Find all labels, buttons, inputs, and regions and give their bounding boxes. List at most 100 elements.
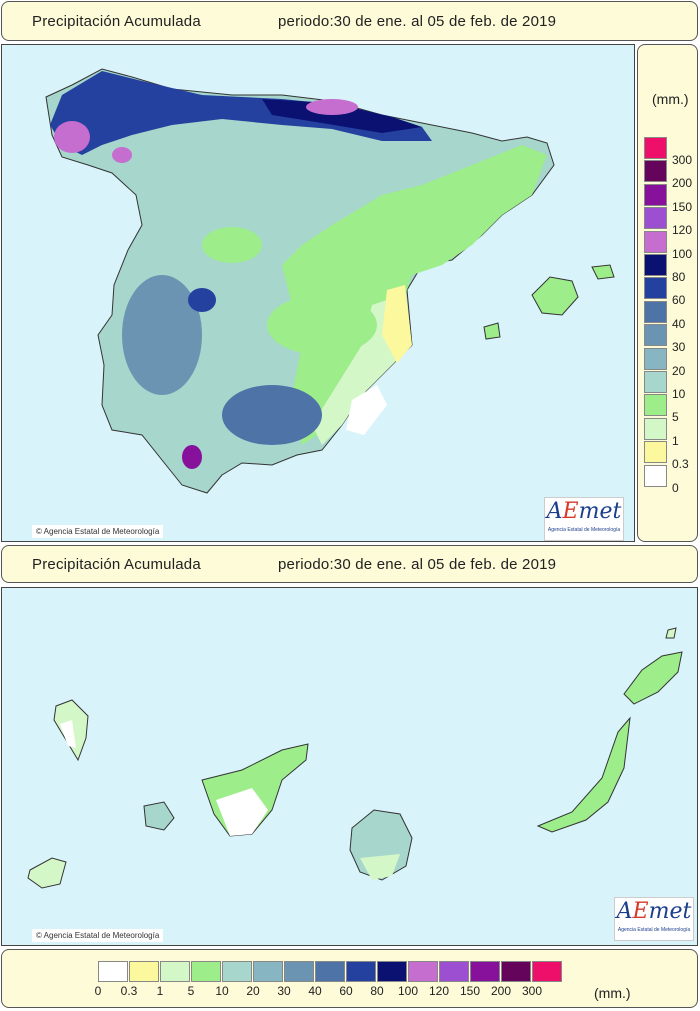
side-legend-swatch: [644, 394, 667, 417]
top-map-credit: © Agencia Estatal de Meteorología: [32, 525, 164, 538]
peninsula-map: © Agencia Estatal de Meteorología AEmet …: [1, 44, 635, 542]
bottom-legend-swatch: [284, 961, 314, 982]
side-legend-swatch: [644, 347, 667, 370]
south-max: [182, 445, 202, 469]
bottom-legend-label: 30: [277, 984, 291, 998]
north-heavy-band: [50, 71, 432, 155]
bottom-legend-swatch: [315, 961, 345, 982]
bottom-legend-swatch: [377, 961, 407, 982]
side-legend-label: 80: [672, 270, 686, 284]
side-legend-label: 30: [672, 340, 686, 355]
bottom-legend-swatch: [439, 961, 469, 982]
bottom-legend-swatch: [470, 961, 500, 982]
galicia-max-2: [112, 147, 132, 163]
top-map-period: periodo:30 de ene. al 05 de feb. de 2019: [278, 12, 557, 30]
fuerteventura: [536, 716, 631, 833]
side-legend-label: 100: [672, 246, 693, 261]
lanzarote: [623, 651, 683, 705]
north-green-patch: [202, 227, 262, 263]
side-legend-label: 5: [672, 410, 679, 425]
north-darkest-band: [262, 99, 422, 133]
bottom-legend-label: 120: [428, 984, 450, 998]
side-legend-label: 120: [672, 223, 693, 238]
side-legend-unit: (mm.): [652, 91, 689, 107]
center-zone-40mm: [188, 288, 216, 312]
side-legend-swatch: [644, 137, 667, 159]
side-legend-label: 200: [672, 176, 693, 191]
galicia-max: [54, 121, 90, 153]
bottom-map-header: Precipitación Acumulada periodo:30 de en…: [1, 545, 698, 583]
coast-0.3mm-zone: [382, 285, 412, 363]
side-legend-label: 20: [672, 363, 686, 378]
bottom-legend-swatch: [191, 961, 221, 982]
bottom-legend-swatch: [129, 961, 159, 982]
bottom-legend-swatch: [501, 961, 531, 982]
side-legend-swatch: [644, 417, 667, 440]
bottom-legend-label: 1: [156, 984, 164, 998]
side-legend-swatch: [644, 300, 667, 323]
bottom-legend-label: 40: [308, 984, 322, 998]
central-green-patch: [267, 295, 377, 355]
top-map-title: Precipitación Acumulada: [32, 12, 201, 30]
bottom-legend-label: 150: [459, 984, 481, 998]
bottom-legend-label: 80: [370, 984, 384, 998]
bottom-legend-label: 100: [397, 984, 419, 998]
bottom-legend-label: 5: [187, 984, 195, 998]
graciosa: [665, 627, 677, 639]
bottom-map-credit: © Agencia Estatal de Meteorología: [32, 929, 164, 942]
side-legend-label: 10: [672, 387, 686, 401]
side-legend-swatch: [644, 160, 667, 183]
southwest-zone-40mm: [222, 385, 322, 445]
gran-canaria-south: [360, 854, 400, 880]
la-palma-dry: [60, 720, 76, 748]
side-legend-label: 150: [672, 199, 693, 214]
side-legend-swatch: [644, 230, 667, 253]
bottom-legend-label: 20: [246, 984, 260, 998]
peninsula-map-graphic: [45, 68, 615, 494]
bottom-aemet-logo: AEmet Agencia Estatal de Meteorología: [614, 897, 694, 941]
top-map-header: Precipitación Acumulada periodo:30 de en…: [1, 1, 698, 41]
side-legend: (mm.) 300 200 150 120 100 80 60 40 30 20 10 5 1 0.3 0: [637, 44, 698, 542]
coast-0mm-zone: [346, 385, 387, 435]
bottom-map-period: periodo:30 de ene. al 05 de feb. de 2019: [278, 555, 557, 573]
bottom-legend-label: 300: [521, 984, 543, 998]
top-aemet-logo: AEmet Agencia Estatal de Meteorología: [544, 497, 624, 541]
bottom-legend-swatch: [532, 961, 562, 982]
bottom-legend-label: 10: [215, 984, 229, 998]
side-legend-swatch: [644, 254, 667, 276]
side-legend-swatch: [644, 324, 667, 347]
side-legend-swatch: [644, 277, 667, 300]
bottom-legend-label: 200: [490, 984, 512, 998]
bottom-legend-swatch: [408, 961, 438, 982]
side-legend-swatch: [644, 371, 667, 393]
west-zone-30mm: [122, 275, 202, 395]
side-legend-label: 300: [672, 153, 693, 167]
side-legend-swatch: [644, 207, 667, 230]
bottom-legend-label: 0.3: [120, 984, 138, 998]
mallorca: [531, 276, 579, 316]
bottom-legend-label: 0: [94, 984, 102, 998]
side-legend-swatch: [644, 183, 667, 206]
bottom-legend-label: 60: [339, 984, 353, 998]
canary-map-graphic: [27, 627, 683, 889]
side-legend-swatch: [644, 441, 667, 464]
el-hierro: [27, 857, 67, 889]
bottom-legend-swatch: [98, 961, 128, 982]
side-legend-label: 0.3: [672, 457, 689, 472]
la-gomera: [143, 801, 175, 831]
tenerife-dry: [216, 788, 268, 836]
canary-map: © Agencia Estatal de Meteorología AEmet …: [1, 587, 698, 946]
menorca: [591, 264, 615, 280]
side-legend-label: 40: [672, 316, 686, 331]
side-legend-label: 0: [672, 480, 679, 495]
side-legend-label: 60: [672, 293, 686, 308]
bottom-legend-swatch: [253, 961, 283, 982]
side-legend-label: 1: [672, 433, 679, 448]
cantabria-max: [306, 99, 358, 115]
bottom-legend-unit: (mm.): [594, 985, 631, 1001]
bottom-legend: 0 0.3 1 5 10 20 30 40 60 80 100 120 150 200 300 (mm.): [1, 949, 698, 1008]
bottom-map-title: Precipitación Acumulada: [32, 555, 201, 573]
side-legend-swatch: [644, 464, 667, 487]
bottom-legend-swatch: [160, 961, 190, 982]
bottom-legend-swatch: [222, 961, 252, 982]
